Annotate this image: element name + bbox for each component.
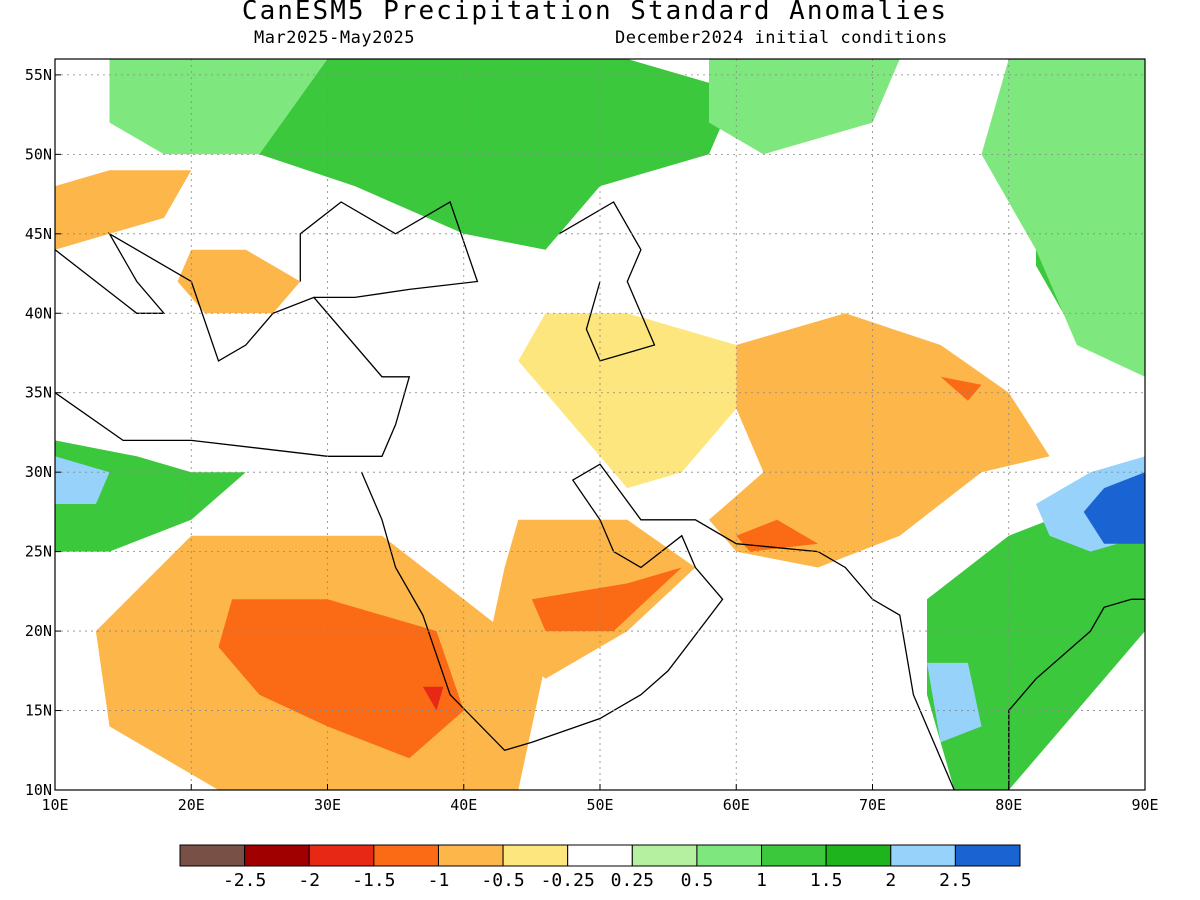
region-himalaya-strong-dry <box>940 376 982 401</box>
colorbar-swatch <box>696 844 763 867</box>
lat-tick-label: 15N <box>25 702 52 720</box>
colorbar-label: 2.5 <box>939 870 972 891</box>
lat-tick-label: 30N <box>25 463 52 481</box>
region-sudan-strong-dry <box>218 599 464 759</box>
colorbar-swatch <box>179 844 246 867</box>
lon-tick-label: 90E <box>1131 796 1158 814</box>
colorbar-swatch <box>825 844 892 867</box>
region-central-europe-wet-margin <box>109 59 328 155</box>
lon-tick-label: 30E <box>314 796 341 814</box>
lat-tick-label: 25N <box>25 543 52 561</box>
region-india-wet <box>927 504 1145 790</box>
colorbar-swatch <box>567 844 633 867</box>
colorbar-swatch <box>437 844 504 867</box>
lon-tick-label: 60E <box>723 796 750 814</box>
outline-caspian-sea <box>558 201 656 362</box>
outline-red-sea-arabia <box>361 463 955 790</box>
outline-bay-of-bengal <box>1008 598 1145 790</box>
colorbar-swatch <box>502 844 569 867</box>
anomaly-regions <box>55 59 1145 790</box>
region-baluchistan-strong-dry <box>736 519 818 552</box>
lat-tick-label: 20N <box>25 622 52 640</box>
colorbar-label: 0.5 <box>681 870 714 891</box>
colorbar-label: -1.5 <box>352 870 395 891</box>
colorbar-swatch <box>308 844 375 867</box>
latitude-axis: 10N 15N 20N 25N 30N 35N 40N 45N 50N 55N <box>25 66 61 799</box>
region-kazakh-steppe-wet <box>709 59 900 155</box>
initial-conditions: December2024 initial conditions <box>615 28 948 48</box>
region-eastern-europe-wet <box>218 59 737 250</box>
map-title: CanESM5 Precipitation Standard Anomalies <box>241 0 949 26</box>
region-north-africa-wet <box>55 440 246 552</box>
colorbar-label: -2 <box>298 870 320 891</box>
lon-tick-label: 70E <box>859 796 886 814</box>
lat-tick-label: 35N <box>25 384 52 402</box>
colorbar-swatch <box>373 844 439 867</box>
colorbar-label: 2 <box>885 870 896 891</box>
region-south-central-asia-dry <box>709 313 1050 568</box>
lat-tick-label: 10N <box>25 781 52 799</box>
coastlines <box>55 201 1145 790</box>
region-libya-very-wet <box>55 456 110 504</box>
colorbar: -2.5 -2 -1.5 -1 -0.5 -0.25 0.25 0.5 1 1.5 2 2.5 <box>179 844 1021 891</box>
lat-tick-label: 40N <box>25 304 52 322</box>
region-arabia-strong-dry <box>531 567 682 632</box>
outline-black-sea <box>299 201 479 299</box>
colorbar-label: 1 <box>756 870 767 891</box>
region-siberia-wet-margin <box>981 59 1145 377</box>
longitude-axis: 10E 20E 30E 40E 50E 60E 70E 80E 90E <box>41 784 1159 814</box>
gridlines <box>55 59 1145 790</box>
map-plot-area <box>54 58 1146 791</box>
colorbar-label: 1.5 <box>810 870 843 891</box>
lon-tick-label: 40E <box>450 796 477 814</box>
region-bangladesh-extreme-wet <box>1083 472 1145 544</box>
region-balkans-dry <box>177 249 301 314</box>
outline-mediterranean-north <box>55 232 411 457</box>
lon-tick-label: 80E <box>995 796 1022 814</box>
colorbar-label: -0.25 <box>541 870 595 891</box>
colorbar-swatch <box>631 844 698 867</box>
region-iran-dry-margin <box>518 313 737 489</box>
colorbar-swatch <box>954 844 1021 867</box>
colorbar-swatch <box>761 844 827 867</box>
colorbar-swatch <box>890 844 956 867</box>
lat-tick-label: 50N <box>25 145 52 163</box>
lon-tick-label: 50E <box>586 796 613 814</box>
forecast-period: Mar2025-May2025 <box>254 28 416 48</box>
lon-tick-label: 10E <box>41 796 68 814</box>
region-alps-dry <box>55 170 192 250</box>
lat-tick-label: 45N <box>25 225 52 243</box>
colorbar-label: -1 <box>428 870 450 891</box>
lat-tick-label: 55N <box>25 66 52 84</box>
region-ethiopia-very-strong-dry <box>422 686 444 711</box>
lon-tick-label: 20E <box>178 796 205 814</box>
region-south-india-very-wet <box>927 662 982 743</box>
colorbar-label: -0.5 <box>481 870 524 891</box>
colorbar-swatch <box>244 844 310 867</box>
colorbar-label: -2.5 <box>223 870 266 891</box>
colorbar-label: 0.25 <box>611 870 654 891</box>
